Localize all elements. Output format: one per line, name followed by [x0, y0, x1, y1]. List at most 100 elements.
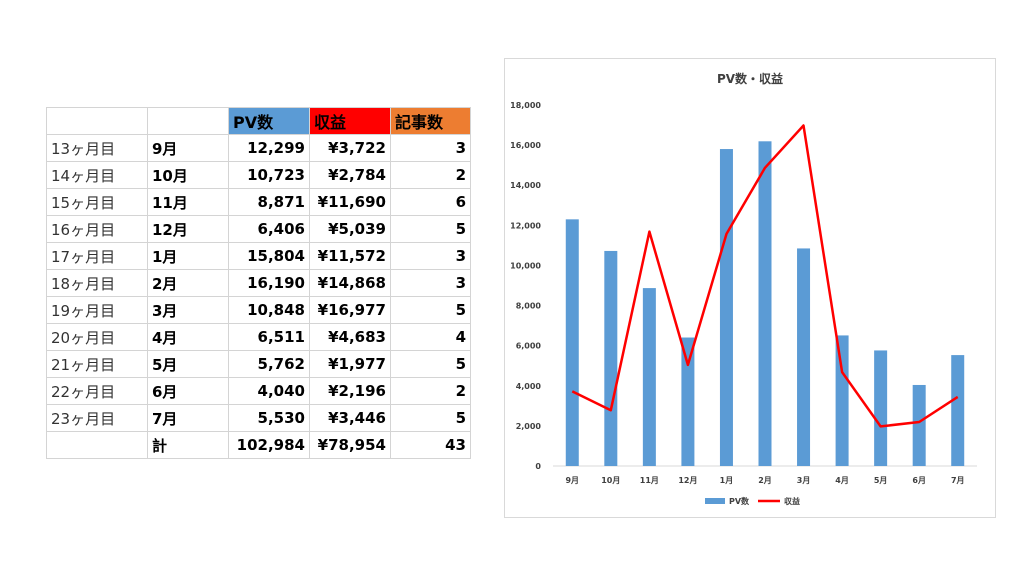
- cell-articles: 5: [390, 296, 471, 324]
- table-row: 20ヶ月目 4月 6,511 ¥4,683 4: [46, 323, 471, 351]
- y-tick-label: 4,000: [516, 382, 542, 391]
- header-pv: PV数: [228, 107, 310, 135]
- cell-pv: 12,299: [228, 134, 310, 162]
- cell-revenue: ¥4,683: [309, 323, 391, 351]
- cell-month: 3月: [147, 296, 229, 324]
- cell-period: 20ヶ月目: [46, 323, 148, 351]
- table-row: 15ヶ月目 11月 8,871 ¥11,690 6: [46, 188, 471, 216]
- cell-month: 11月: [147, 188, 229, 216]
- cell-articles: 2: [390, 161, 471, 189]
- cell-month: 4月: [147, 323, 229, 351]
- pv-bar: [951, 355, 965, 466]
- cell-period: 18ヶ月目: [46, 269, 148, 297]
- cell-pv: 8,871: [228, 188, 310, 216]
- y-tick-label: 14,000: [510, 181, 541, 190]
- table-total-row: 計 102,984 ¥78,954 43: [46, 431, 471, 459]
- cell-revenue: ¥11,572: [309, 242, 391, 270]
- x-tick-label: 7月: [951, 476, 965, 485]
- legend-revenue-label: 収益: [784, 496, 800, 506]
- x-tick-label: 4月: [835, 476, 849, 485]
- y-tick-label: 6,000: [516, 342, 542, 351]
- table-row: 18ヶ月目 2月 16,190 ¥14,868 3: [46, 269, 471, 297]
- x-tick-label: 10月: [601, 476, 620, 485]
- cell-month: 5月: [147, 350, 229, 378]
- cell-period: 19ヶ月目: [46, 296, 148, 324]
- cell-revenue: ¥14,868: [309, 269, 391, 297]
- cell-month: 7月: [147, 404, 229, 432]
- cell-period: 14ヶ月目: [46, 161, 148, 189]
- chart-panel: PV数・収益 0 2,000 4,000 6,000 8,000 10,000 12,000…: [504, 58, 996, 518]
- cell-period: 23ヶ月目: [46, 404, 148, 432]
- table-row: 13ヶ月目 9月 12,299 ¥3,722 3: [46, 134, 471, 162]
- cell-revenue: ¥3,446: [309, 404, 391, 432]
- y-tick-label: 2,000: [516, 422, 542, 431]
- header-articles: 記事数: [390, 107, 471, 135]
- x-tick-label: 5月: [874, 476, 888, 485]
- y-tick-label: 18,000: [510, 101, 541, 110]
- cell-pv: 10,848: [228, 296, 310, 324]
- table-row: 22ヶ月目 6月 4,040 ¥2,196 2: [46, 377, 471, 405]
- cell-articles: 5: [390, 404, 471, 432]
- cell-period: [46, 431, 148, 459]
- cell-month: 9月: [147, 134, 229, 162]
- cell-revenue: ¥16,977: [309, 296, 391, 324]
- cell-articles: 3: [390, 269, 471, 297]
- header-month: [147, 107, 229, 135]
- cell-revenue: ¥2,196: [309, 377, 391, 405]
- y-tick-label: 16,000: [510, 141, 541, 150]
- pv-bar: [642, 288, 656, 466]
- pv-bar: [565, 219, 579, 466]
- x-tick-label: 9月: [565, 476, 579, 485]
- cell-articles: 5: [390, 350, 471, 378]
- table-row: 16ヶ月目 12月 6,406 ¥5,039 5: [46, 215, 471, 243]
- x-tick-label: 2月: [758, 476, 772, 485]
- x-tick-label: 12月: [678, 476, 697, 485]
- cell-revenue: ¥11,690: [309, 188, 391, 216]
- cell-pv: 15,804: [228, 242, 310, 270]
- cell-pv: 5,762: [228, 350, 310, 378]
- pv-bar: [758, 141, 772, 467]
- cell-month: 計: [147, 431, 229, 459]
- legend-pv-label: PV数: [729, 496, 750, 506]
- x-tick-label: 1月: [720, 476, 734, 485]
- cell-month: 10月: [147, 161, 229, 189]
- y-tick-label: 12,000: [510, 221, 541, 230]
- cell-pv: 102,984: [228, 431, 310, 459]
- cell-articles: 6: [390, 188, 471, 216]
- pv-bar: [681, 337, 695, 466]
- y-tick-label: 8,000: [516, 302, 542, 311]
- table-row: 19ヶ月目 3月 10,848 ¥16,977 5: [46, 296, 471, 324]
- table-row: 21ヶ月目 5月 5,762 ¥1,977 5: [46, 350, 471, 378]
- cell-articles: 43: [390, 431, 471, 459]
- y-tick-label: 10,000: [510, 261, 541, 270]
- pv-bar: [835, 335, 849, 466]
- pv-revenue-chart: PV数・収益 0 2,000 4,000 6,000 8,000 10,000 12,000…: [510, 71, 977, 506]
- cell-pv: 16,190: [228, 269, 310, 297]
- chart-title: PV数・収益: [717, 71, 783, 86]
- pv-bar: [604, 250, 618, 466]
- y-tick-label: 0: [535, 462, 541, 471]
- cell-articles: 4: [390, 323, 471, 351]
- cell-articles: 2: [390, 377, 471, 405]
- cell-articles: 3: [390, 242, 471, 270]
- cell-pv: 6,406: [228, 215, 310, 243]
- pv-bar: [719, 149, 733, 466]
- cell-revenue: ¥1,977: [309, 350, 391, 378]
- table-row: 17ヶ月目 1月 15,804 ¥11,572 3: [46, 242, 471, 270]
- cell-month: 6月: [147, 377, 229, 405]
- cell-period: 15ヶ月目: [46, 188, 148, 216]
- cell-pv: 10,723: [228, 161, 310, 189]
- x-tick-label: 11月: [640, 476, 659, 485]
- x-tick-label: 3月: [797, 476, 811, 485]
- data-table: PV数 収益 記事数 13ヶ月目 9月 12,299 ¥3,722 3 14ヶ月目 10月 1…: [46, 107, 471, 459]
- cell-month: 1月: [147, 242, 229, 270]
- cell-revenue: ¥2,784: [309, 161, 391, 189]
- cell-month: 2月: [147, 269, 229, 297]
- legend-pv-swatch: [705, 498, 725, 504]
- cell-revenue: ¥3,722: [309, 134, 391, 162]
- pv-bar: [912, 384, 926, 466]
- cell-pv: 6,511: [228, 323, 310, 351]
- cell-period: 17ヶ月目: [46, 242, 148, 270]
- header-revenue: 収益: [309, 107, 391, 135]
- cell-period: 16ヶ月目: [46, 215, 148, 243]
